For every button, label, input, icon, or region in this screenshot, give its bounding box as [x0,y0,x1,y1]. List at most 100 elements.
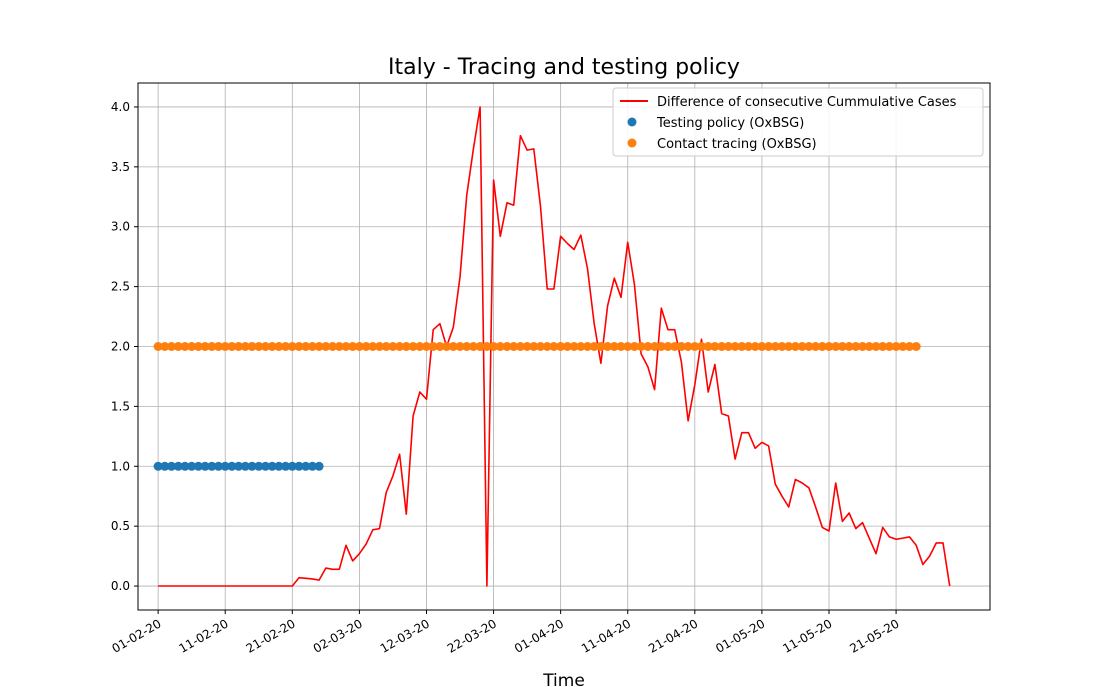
contact-tracing-point [401,342,411,351]
testing-policy-point [281,461,291,471]
contact-tracing-point [321,342,331,351]
testing-policy-point [314,461,324,471]
testing-policy-point [214,461,223,471]
contact-tracing-point [797,342,807,351]
contact-tracing-point [274,342,284,351]
x-tick-label: 02-03-20 [311,616,365,655]
contact-tracing-point [536,342,545,351]
contact-tracing-point [314,342,324,351]
x-tick-label: 11-04-20 [579,616,633,655]
contact-tracing-point [723,342,733,351]
contact-tracing-point [267,342,277,351]
contact-tracing-point [858,342,867,351]
y-tick-label: 2.5 [111,280,130,294]
contact-tracing-point [542,342,552,351]
contact-tracing-point [180,342,190,351]
y-tick-label: 4.0 [111,100,130,114]
contact-tracing-point [831,342,841,351]
legend: Difference of consecutive Cummulative Ca… [612,87,984,157]
x-tick-label: 01-04-20 [512,616,566,655]
chart-title: Italy - Tracing and testing policy [388,55,740,80]
testing-policy-point [160,461,170,471]
testing-policy-point [294,461,304,471]
contact-tracing-point [650,342,660,351]
contact-tracing-point [287,342,297,351]
contact-tracing-point [556,342,566,351]
contact-tracing-point [455,342,465,351]
contact-tracing-point [697,342,706,351]
contact-tracing-point [569,342,579,351]
legend-label-cases: Difference of consecutive Cummulative Ca… [657,95,957,110]
x-tick-label: 01-05-20 [713,616,767,655]
y-tick-label: 3.0 [111,220,130,234]
testing-policy-point [200,461,210,471]
testing-policy-point [153,461,163,471]
contact-tracing-point [375,342,384,351]
contact-tracing-point [522,342,532,351]
contact-tracing-point [227,342,237,351]
contact-tracing-point [603,342,613,351]
contact-tracing-point [623,342,633,351]
legend-tracing-swatch [627,138,637,148]
contact-tracing-point [609,342,619,351]
contact-tracing-point [636,342,646,351]
contact-tracing-point [381,342,391,351]
contact-tracing-point [200,342,210,351]
contact-tracing-point [884,342,894,351]
contact-tracing-point [710,342,720,351]
x-tick-label: 22-03-20 [445,616,499,655]
y-tick-label: 1.0 [111,459,130,473]
y-tick-label: 3.5 [111,160,130,174]
contact-tracing-series [153,342,921,351]
testing-policy-point [167,461,176,471]
contact-tracing-point [730,342,740,351]
contact-tracing-point [891,342,901,351]
contact-tracing-point [663,342,673,351]
x-tick-label: 21-02-20 [244,616,298,655]
x-tick-label: 01-02-20 [109,616,163,655]
contact-tracing-point [468,342,478,351]
contact-tracing-point [515,342,525,351]
contact-tracing-point [153,342,163,351]
contact-tracing-point [502,342,512,351]
contact-tracing-point [737,342,747,351]
testing-policy-point [267,461,277,471]
contact-tracing-point [596,342,606,351]
legend-testing-swatch [627,117,637,127]
contact-tracing-point [764,342,774,351]
contact-tracing-point [656,342,666,351]
contact-tracing-point [871,342,881,351]
contact-tracing-point [240,342,250,351]
contact-tracing-point [214,342,223,351]
contact-tracing-point [368,342,378,351]
contact-tracing-point [261,342,270,351]
testing-policy-point [287,461,297,471]
testing-policy-point [180,461,190,471]
contact-tracing-point [616,342,626,351]
contact-tracing-point [187,342,197,351]
contact-tracing-point [549,342,559,351]
contact-tracing-point [173,342,183,351]
contact-tracing-point [489,342,499,351]
contact-tracing-point [837,342,847,351]
contact-tracing-point [589,342,599,351]
contact-tracing-point [864,342,874,351]
contact-tracing-point [307,342,317,351]
testing-policy-point [240,461,250,471]
contact-tracing-point [207,342,217,351]
contact-tracing-point [844,342,854,351]
testing-policy-point [234,461,244,471]
y-tick-label: 0.5 [111,519,130,533]
testing-policy-point [307,461,317,471]
contact-tracing-point [334,342,344,351]
testing-policy-point [207,461,217,471]
x-axis: 01-02-20 11-02-20 21-02-20 02-03-20 12-03-20… [109,610,902,656]
contact-tracing-point [757,342,767,351]
contact-tracing-point [583,342,592,351]
testing-policy-point [173,461,183,471]
contact-tracing-point [234,342,244,351]
contact-tracing-point [744,342,753,351]
contact-tracing-point [462,342,472,351]
cases-line-series [158,106,951,587]
legend-label-tracing: Contact tracing (OxBSG) [657,137,817,152]
